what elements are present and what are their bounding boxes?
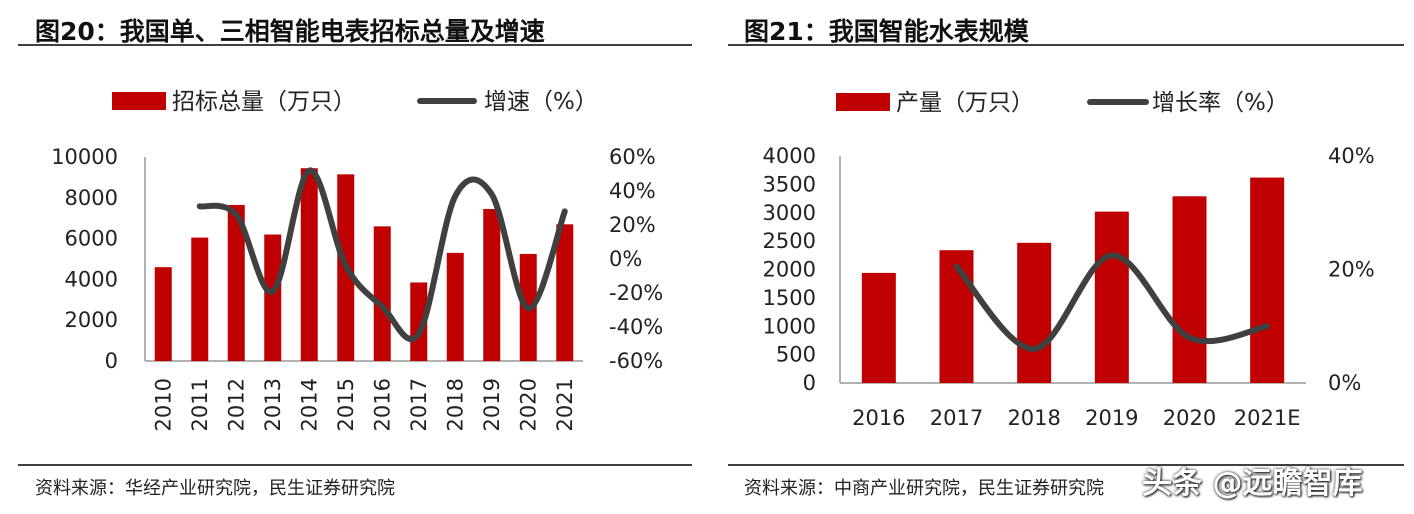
figure-20-title: 图20：我国单、三相智能电表招标总量及增速 [35,17,545,46]
x-tick-label: 2020 [1163,406,1216,430]
line-point [454,195,456,197]
legend-label-bar: 产量（万只） [896,90,1034,116]
y-left-tick-label: 0 [803,371,816,395]
x-tick-label: 2020 [516,378,540,431]
bar [939,250,974,383]
y-right-tick-label: 20% [609,213,656,237]
y-right-tick-label: -40% [609,315,663,339]
bar [264,234,282,361]
x-tick-label: 2016 [852,406,905,430]
figure-21-source: 资料来源：中商产业研究院，民生证券研究院 [744,478,1104,499]
y-right-tick-label: 60% [609,145,656,169]
y-left-tick-label: 2500 [763,229,816,253]
x-tick-label: 2018 [443,378,467,431]
bar [1172,196,1207,383]
line-point [272,290,274,292]
y-left-tick-label: 1500 [763,286,816,310]
x-tick-label: 2015 [334,378,358,431]
growth-line [953,252,1271,352]
y-left-tick-label: 4000 [65,267,118,291]
bar [1250,177,1285,383]
figure-20-chart: 0 2000 4000 6000 8000 10000 -60% -40% -20% 0% 20% 4… [51,89,663,431]
bar [861,272,896,383]
line-point [418,333,420,335]
line-point [527,307,529,309]
line-point [199,205,201,207]
legend-label-line: 增长率（%） [1152,90,1289,116]
source-rule [728,464,1404,466]
bar [483,209,501,361]
x-tick-label: 2017 [407,378,431,431]
y-left-tick-label: 10000 [51,145,118,169]
bar [1017,242,1052,383]
y-right-tick-label: -60% [609,349,663,373]
y-left-tick-label: 0 [105,349,118,373]
bar [227,204,245,361]
x-tick-label: 2013 [261,378,285,431]
y-left-tick-label: 6000 [65,227,118,251]
x-tick-label: 2018 [1007,406,1060,430]
x-tick-label: 2014 [297,378,321,431]
y-left-tick-label: 1000 [763,314,816,338]
legend-swatch-bar [112,92,166,110]
legend-swatch-bar [836,93,890,111]
line-point [1033,348,1035,350]
x-tick-label: 2012 [224,378,248,431]
figure-21-title: 图21：我国智能水表规模 [744,17,1029,46]
bar [191,237,209,361]
x-tick-label: 2010 [151,378,175,431]
y-right-tick-label: 0% [1328,371,1361,395]
figure-21-chart: 0 500 1000 1500 2000 2500 3000 3500 4000 0% 20% 40%… [763,90,1375,430]
line-point [308,170,310,172]
legend-label-line: 增速（%） [484,89,598,115]
line-point [1111,254,1113,256]
bar [154,267,172,361]
bar [300,168,318,361]
line-point [491,193,493,195]
y-left-tick-label: 2000 [763,258,816,282]
growth-line [196,167,568,343]
figure-20-source: 资料来源：华经产业研究院，民生证券研究院 [35,478,395,499]
y-right-tick-label: 0% [609,247,642,271]
x-tick-label: 2019 [1085,406,1138,430]
line-point [381,306,383,308]
x-tick-label: 2019 [480,378,504,431]
line-point [345,265,347,267]
y-right-tick-label: 40% [609,179,656,203]
bar [446,252,464,361]
watermark: 头条 @远瞻智库 [1142,466,1363,501]
bar [1094,211,1129,383]
bar [556,224,574,361]
y-left-tick-label: 3500 [763,172,816,196]
figure-20-panel: 图20：我国单、三相智能电表招标总量及增速 0 2000 4000 6000 8000 1… [0,0,700,514]
line-point [564,210,566,212]
x-tick-label: 2016 [370,378,394,431]
y-right-tick-label: -20% [609,281,663,305]
line-point [1189,337,1190,339]
bar [373,226,391,361]
y-right-tick-label: 20% [1328,258,1375,282]
figure-21-panel: 图21：我国智能水表规模 0 500 1000 1500 2000 2500 3000 350… [728,0,1414,514]
title-rule [18,44,692,46]
y-right-tick-label: 40% [1328,144,1375,168]
y-left-tick-label: 2000 [65,308,118,332]
y-left-tick-label: 8000 [65,186,118,210]
y-left-tick-label: 500 [776,343,816,367]
y-left-tick-label: 3000 [763,201,816,225]
x-tick-label: 2021 [553,378,577,431]
legend-label-bar: 招标总量（万只） [172,89,356,115]
title-rule [728,44,1404,46]
line-point [956,266,957,268]
line-point [235,214,237,216]
y-left-tick-label: 4000 [763,144,816,168]
x-tick-label: 2011 [188,378,212,431]
source-rule [18,464,692,466]
line-point [1266,325,1268,327]
x-tick-label: 2017 [930,406,983,430]
x-tick-label: 2021E [1234,406,1301,430]
